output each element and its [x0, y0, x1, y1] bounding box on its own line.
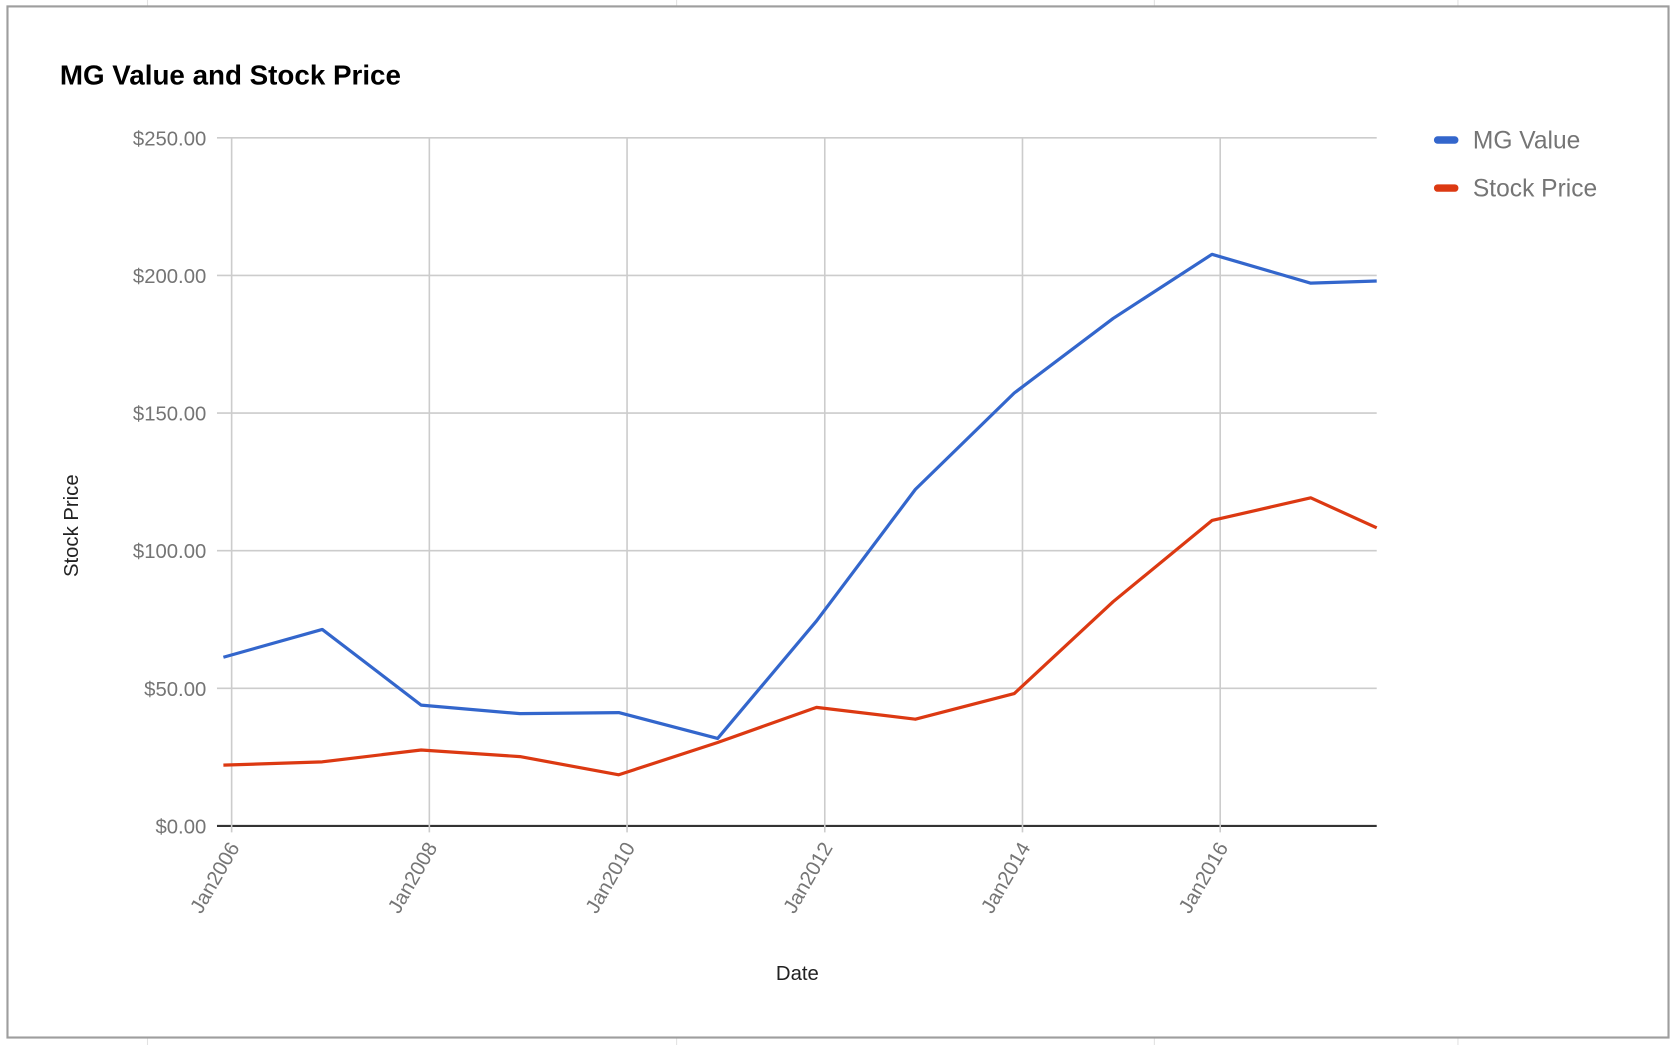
y-tick-label: $200.00: [133, 266, 206, 288]
y-tick-label: $0.00: [155, 816, 206, 838]
legend-label: Stock Price: [1473, 176, 1597, 203]
x-axis-title: Date: [776, 963, 819, 985]
chart-frame: [6, 5, 1670, 1039]
y-tick-label: $150.00: [133, 404, 206, 426]
y-axis-title: Stock Price: [61, 474, 83, 577]
y-tick-label: $50.00: [144, 679, 206, 701]
series-line: [222, 252, 1377, 741]
y-tick-label: $250.00: [133, 128, 206, 150]
y-tick-label: $100.00: [133, 541, 206, 563]
chart-title: MG Value and Stock Price: [60, 59, 401, 90]
legend-label: MG Value: [1473, 128, 1580, 155]
series-line: [223, 496, 1378, 777]
